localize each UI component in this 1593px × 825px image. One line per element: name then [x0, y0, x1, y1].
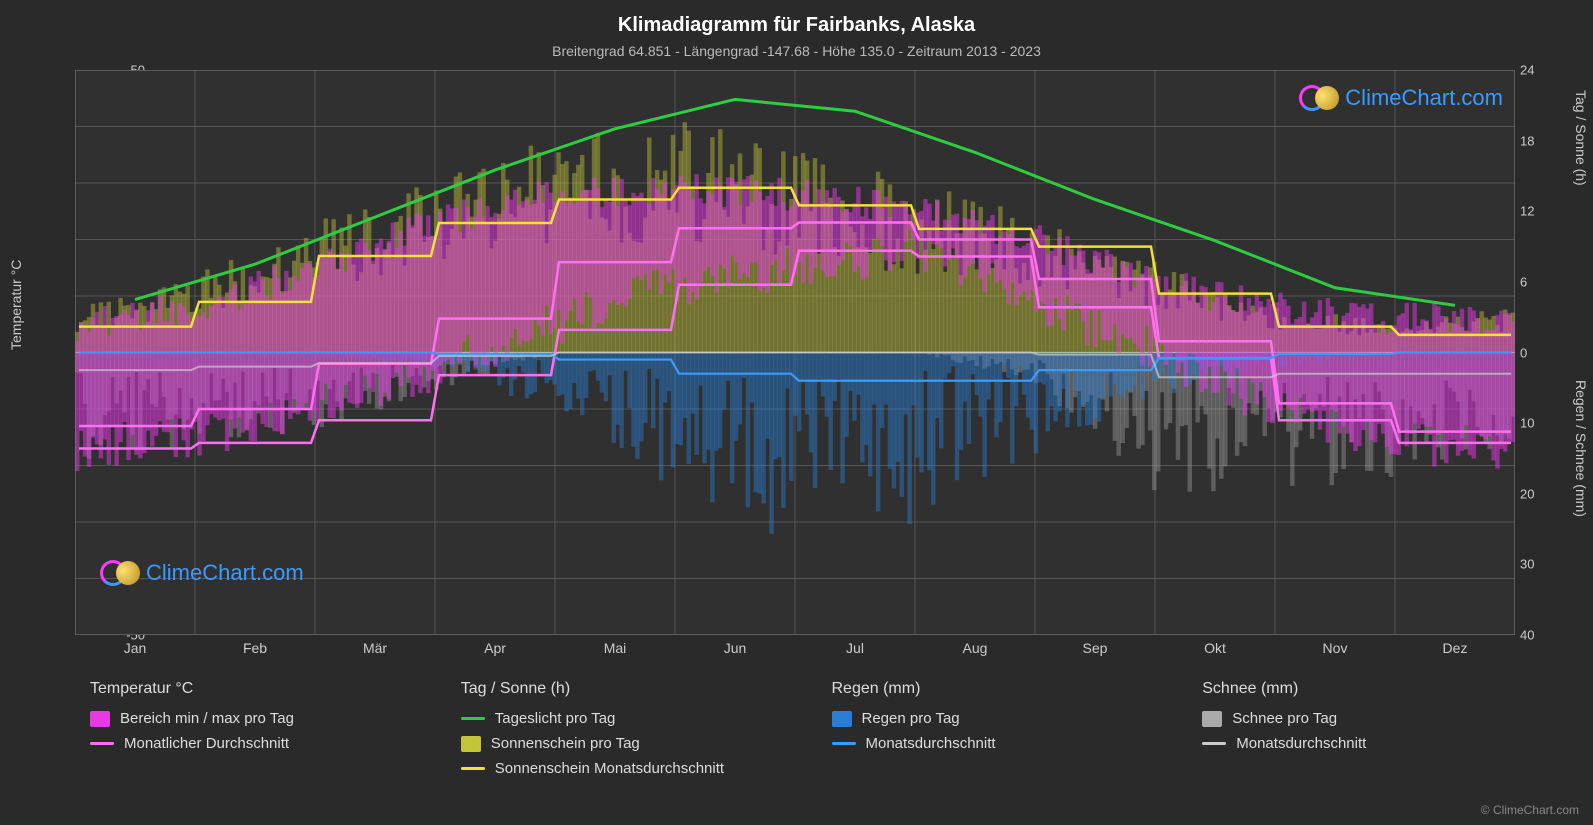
legend-item: Regen pro Tag — [832, 710, 1183, 727]
line-swatch-icon — [90, 742, 114, 745]
logo-sun-icon — [116, 561, 140, 585]
legend-label: Sonnenschein Monatsdurchschnitt — [495, 760, 724, 777]
legend-label: Bereich min / max pro Tag — [120, 710, 294, 727]
legend-label: Sonnenschein pro Tag — [491, 735, 640, 752]
legend-label: Schnee pro Tag — [1232, 710, 1337, 727]
legend-label: Regen pro Tag — [862, 710, 960, 727]
square-swatch-icon — [90, 711, 110, 727]
legend-item: Sonnenschein Monatsdurchschnitt — [461, 760, 812, 777]
legend-column: Schnee (mm) Schnee pro Tag Monatsdurchschn… — [1202, 680, 1553, 785]
x-tick: Jul — [846, 640, 864, 656]
chart-title: Klimadiagramm für Fairbanks, Alaska — [0, 0, 1593, 37]
y-tick-right: 12 — [1520, 204, 1560, 219]
legend-column: Temperatur °C Bereich min / max pro Tag Mo… — [90, 680, 441, 785]
y-tick-right: 0 — [1520, 345, 1560, 360]
y-axis-left-label: Temperatur °C — [8, 260, 24, 350]
x-tick: Feb — [243, 640, 267, 656]
x-tick: Okt — [1204, 640, 1226, 656]
x-tick: Aug — [963, 640, 988, 656]
x-tick: Mär — [363, 640, 387, 656]
legend-column: Regen (mm) Regen pro Tag Monatsdurchschnit… — [832, 680, 1183, 785]
brand-text: ClimeChart.com — [146, 560, 304, 586]
x-tick: Apr — [484, 640, 506, 656]
y-tick-right: 24 — [1520, 63, 1560, 78]
legend-label: Tageslicht pro Tag — [495, 710, 616, 727]
legend-item: Monatsdurchschnitt — [1202, 735, 1553, 752]
line-swatch-icon — [461, 717, 485, 720]
logo-sun-icon — [1315, 86, 1339, 110]
legend-item: Monatlicher Durchschnitt — [90, 735, 441, 752]
y-tick-right: 10 — [1520, 416, 1560, 431]
watermark-top: ClimeChart.com — [1299, 85, 1503, 111]
legend-header: Temperatur °C — [90, 680, 441, 698]
legend-header: Schnee (mm) — [1202, 680, 1553, 698]
legend-label: Monatsdurchschnitt — [1236, 735, 1366, 752]
line-swatch-icon — [832, 742, 856, 745]
x-tick: Nov — [1323, 640, 1348, 656]
legend-header: Tag / Sonne (h) — [461, 680, 812, 698]
legend-header: Regen (mm) — [832, 680, 1183, 698]
plot-svg — [75, 70, 1515, 635]
plot-area — [75, 70, 1515, 635]
legend-item: Monatsdurchschnitt — [832, 735, 1183, 752]
climate-chart: Klimadiagramm für Fairbanks, Alaska Brei… — [0, 0, 1593, 825]
y-tick-right: 20 — [1520, 486, 1560, 501]
chart-subtitle: Breitengrad 64.851 - Längengrad -147.68 … — [0, 37, 1593, 59]
square-swatch-icon — [832, 711, 852, 727]
y-axis-right-top-label: Tag / Sonne (h) — [1573, 90, 1589, 186]
y-tick-right: 30 — [1520, 557, 1560, 572]
legend-item: Schnee pro Tag — [1202, 710, 1553, 727]
square-swatch-icon — [1202, 711, 1222, 727]
x-tick: Dez — [1443, 640, 1468, 656]
line-swatch-icon — [1202, 742, 1226, 745]
watermark-bottom: ClimeChart.com — [100, 560, 304, 586]
legend: Temperatur °C Bereich min / max pro Tag Mo… — [90, 680, 1553, 785]
legend-item: Tageslicht pro Tag — [461, 710, 812, 727]
legend-item: Bereich min / max pro Tag — [90, 710, 441, 727]
legend-column: Tag / Sonne (h) Tageslicht pro Tag Sonnens… — [461, 680, 812, 785]
y-tick-right: 18 — [1520, 133, 1560, 148]
legend-label: Monatlicher Durchschnitt — [124, 735, 289, 752]
line-swatch-icon — [461, 767, 485, 770]
copyright: © ClimeChart.com — [1481, 803, 1579, 817]
x-tick: Jan — [124, 640, 147, 656]
square-swatch-icon — [461, 736, 481, 752]
y-tick-right: 6 — [1520, 274, 1560, 289]
legend-item: Sonnenschein pro Tag — [461, 735, 812, 752]
y-axis-right-bottom-label: Regen / Schnee (mm) — [1573, 380, 1589, 517]
brand-text: ClimeChart.com — [1345, 85, 1503, 111]
legend-label: Monatsdurchschnitt — [866, 735, 996, 752]
x-tick: Mai — [604, 640, 627, 656]
y-tick-right: 40 — [1520, 628, 1560, 643]
x-tick: Sep — [1083, 640, 1108, 656]
x-tick: Jun — [724, 640, 747, 656]
